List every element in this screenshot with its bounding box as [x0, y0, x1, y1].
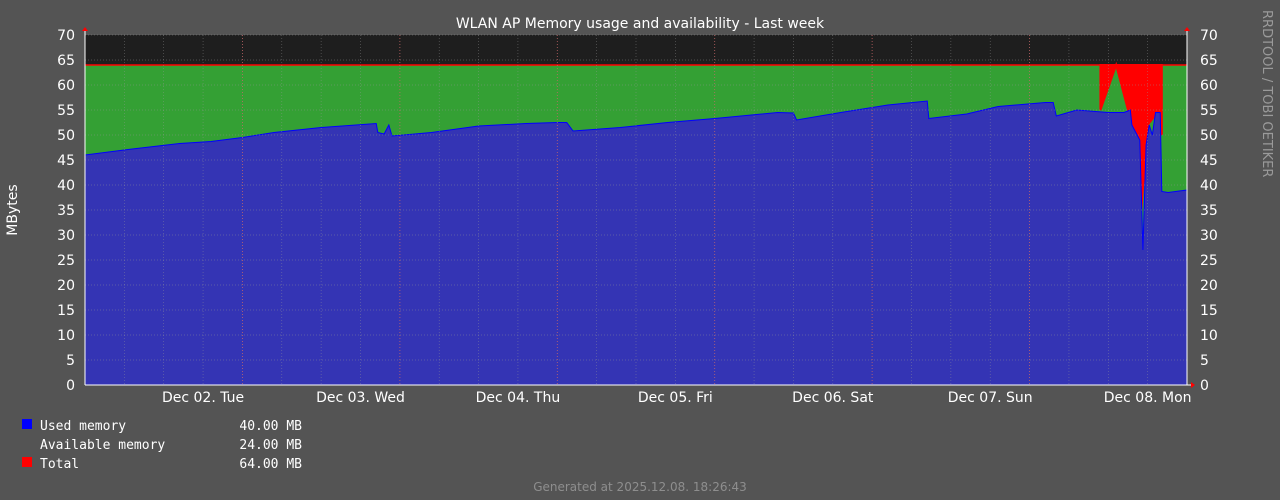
y-tick-label: 10 [57, 328, 75, 344]
y-axis-right-arrow [1184, 27, 1190, 31]
chart-title: WLAN AP Memory usage and availability - … [456, 16, 825, 32]
y-tick-label: 0 [66, 378, 75, 394]
y-axis-right: 0 5 10 15 20 25 30 35 40 45 50 55 60 65 70 [1200, 28, 1218, 394]
x-axis-arrow [1191, 382, 1195, 388]
x-tick-label: Dec 07. Sun [948, 390, 1033, 406]
series-used-memory-line [84, 100, 1188, 251]
y-axis-arrow [82, 27, 88, 31]
y-tick-label: 25 [57, 253, 75, 269]
y-tick-label-right: 20 [1200, 278, 1218, 294]
y-tick-label-right: 65 [1200, 53, 1218, 69]
legend-available-value: 24.00 MB [239, 438, 302, 453]
legend-available-label: Available memory [40, 438, 165, 453]
y-tick-label: 5 [66, 353, 75, 369]
y-tick-label: 50 [57, 128, 75, 144]
plot-area [82, 27, 1195, 388]
y-tick-label-right: 5 [1200, 353, 1209, 369]
y-tick-label: 15 [57, 303, 75, 319]
x-tick-label: Dec 04. Thu [476, 390, 561, 406]
y-tick-label-right: 55 [1200, 103, 1218, 119]
y-tick-label-right: 30 [1200, 228, 1218, 244]
y-tick-label-right: 0 [1200, 378, 1209, 394]
grid [84, 34, 1188, 385]
x-tick-label: Dec 06. Sat [792, 390, 874, 406]
legend-total-value: 64.00 MB [239, 457, 302, 472]
legend-used-label: Used memory [40, 419, 126, 434]
y-tick-label-right: 10 [1200, 328, 1218, 344]
y-tick-label: 65 [57, 53, 75, 69]
y-axis-label: MBytes [5, 184, 21, 235]
rrdtool-watermark: RRDTOOL / TOBI OETIKER [1259, 10, 1274, 177]
y-tick-label: 70 [57, 28, 75, 44]
y-tick-label: 40 [57, 178, 75, 194]
y-tick-label: 45 [57, 153, 75, 169]
y-tick-label-right: 60 [1200, 78, 1218, 94]
legend: Used memory 40.00 MB Available memory 24… [22, 419, 302, 472]
y-tick-label: 55 [57, 103, 75, 119]
y-tick-label-right: 50 [1200, 128, 1218, 144]
y-tick-label-right: 25 [1200, 253, 1218, 269]
generated-timestamp: Generated at 2025.12.08. 18:26:43 [533, 480, 747, 494]
x-tick-label: Dec 05. Fri [638, 390, 713, 406]
y-tick-label-right: 40 [1200, 178, 1218, 194]
legend-swatch-used [22, 419, 32, 429]
y-tick-label: 35 [57, 203, 75, 219]
legend-swatch-total [22, 457, 32, 467]
y-tick-label-right: 45 [1200, 153, 1218, 169]
x-tick-label: Dec 02. Tue [162, 390, 244, 406]
x-tick-label: Dec 08. Mon [1104, 390, 1192, 406]
y-tick-label-right: 15 [1200, 303, 1218, 319]
y-axis-left: 0 5 10 15 20 25 30 35 40 45 50 55 60 65 70 [57, 28, 75, 394]
y-tick-label: 20 [57, 278, 75, 294]
x-axis: Dec 02. Tue Dec 03. Wed Dec 04. Thu Dec 05.… [162, 390, 1192, 406]
y-tick-label: 30 [57, 228, 75, 244]
legend-used-value: 40.00 MB [239, 419, 302, 434]
legend-total-label: Total [40, 457, 79, 472]
x-tick-label: Dec 03. Wed [316, 390, 405, 406]
y-tick-label: 60 [57, 78, 75, 94]
y-tick-label-right: 70 [1200, 28, 1218, 44]
y-tick-label-right: 35 [1200, 203, 1218, 219]
